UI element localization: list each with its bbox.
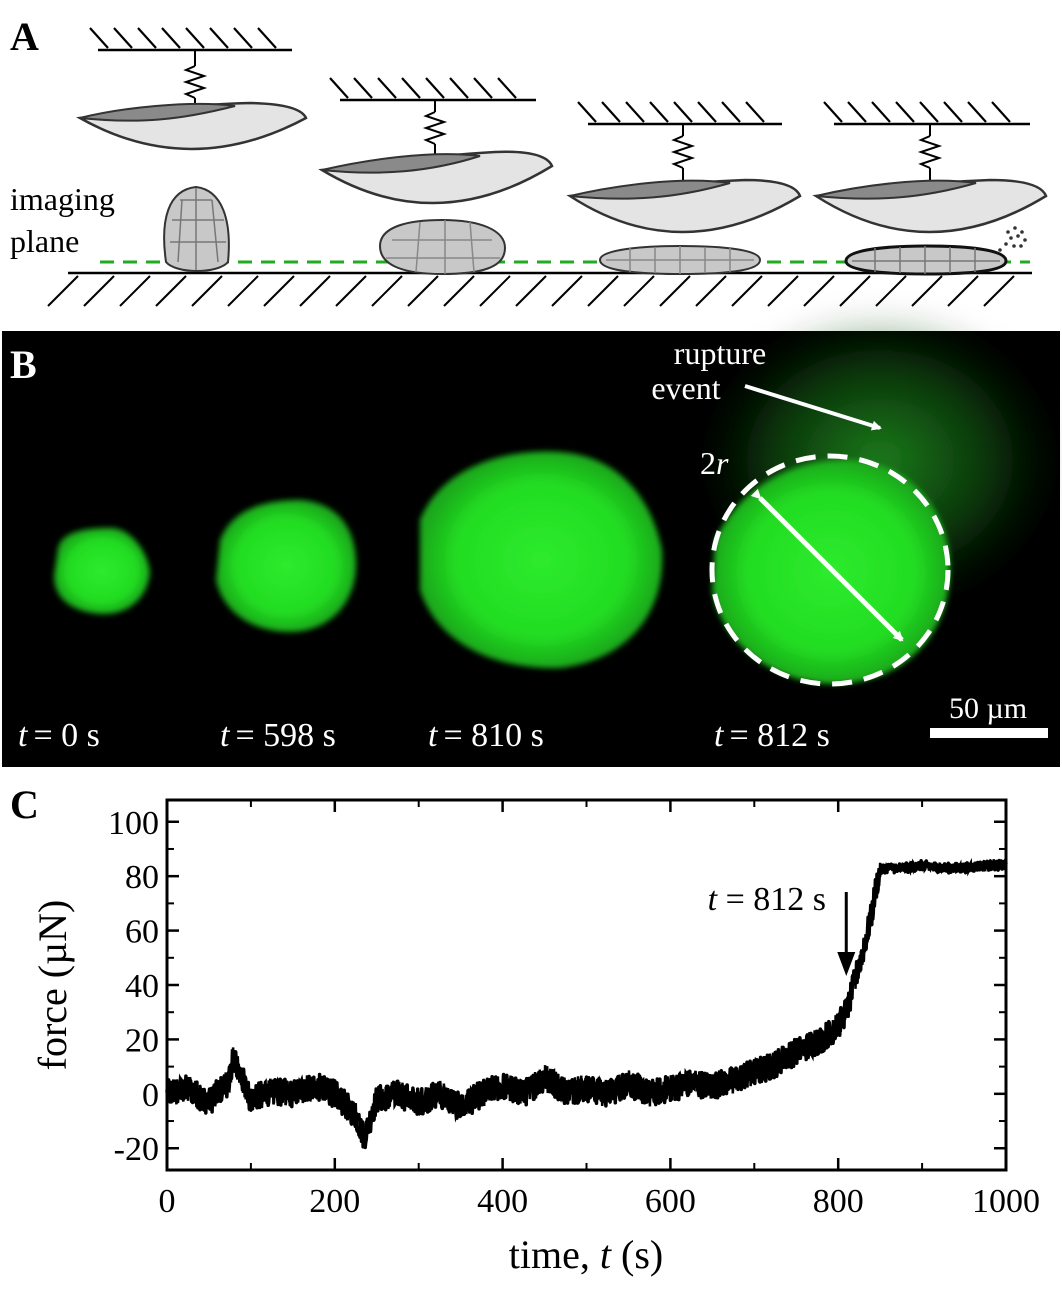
x-tick-label-1000: 1000 [972,1183,1040,1220]
diameter-arrow [750,488,904,642]
y-tick-label-0: 0 [142,1077,159,1114]
panel-a-label: A [10,14,39,59]
annotation-arrowhead [837,952,856,976]
x-tick-label-400: 400 [477,1183,528,1220]
x-axis-label: time, t (s) [509,1232,663,1277]
panel-b-micrographs: B rupture event 2r 50 µm t = 0 s t = 598 s… [2,310,1060,767]
axis-ticks [165,800,1008,1170]
y-axis-label: force (µN) [30,900,75,1071]
x-tick-label-200: 200 [309,1183,360,1220]
timepoint-0: t = 0 s [18,717,100,754]
x-tick-label-600: 600 [645,1183,696,1220]
timepoint-812: t = 812 s [714,717,830,754]
aggregate-t810 [420,451,663,669]
plot-frame [165,798,1008,1172]
panel-b-label: B [10,342,37,387]
radius-outline [709,453,951,687]
timepoint-598: t = 598 s [220,717,336,754]
scale-bar-label: 50 µm [949,692,1027,725]
aggregate-t598 [216,500,357,632]
rupture-label-line1: rupture [674,335,766,371]
scale-bar [930,728,1048,738]
y-tick-label-20: 20 [125,1022,159,1059]
panel-c-label: C [10,782,39,827]
aggregate-t0 [54,527,150,615]
force-trace-points [165,857,1008,1142]
y-tick-label-100: 100 [108,805,159,842]
x-tick-label-800: 800 [813,1183,864,1220]
annotation-label: t = 812 s [708,881,826,918]
rupture-arrow [744,384,882,431]
y-tick-label-80: 80 [125,859,159,896]
compression-step-2 [318,77,554,276]
panel-a-schematic: A imaging plane [10,14,1048,307]
y-tick-label-60: 60 [125,914,159,951]
compression-step-4 [812,101,1048,276]
y-tick-label-40: 40 [125,968,159,1005]
timepoint-810: t = 810 s [428,717,544,754]
force-trace [165,857,1008,1150]
rupture-label-line2: event [651,370,720,406]
rupture-debris [998,226,1027,252]
imaging-plane-label-line1: imaging [10,181,115,217]
force-trace-line [165,858,1008,1150]
substrate [47,271,1032,307]
imaging-plane-label-line2: plane [10,223,79,259]
compression-step-1 [75,27,308,272]
compression-step-3 [566,101,802,276]
y-tick-label--20: -20 [114,1131,159,1168]
x-tick-label-0: 0 [159,1183,176,1220]
diameter-label: 2r [700,445,729,481]
